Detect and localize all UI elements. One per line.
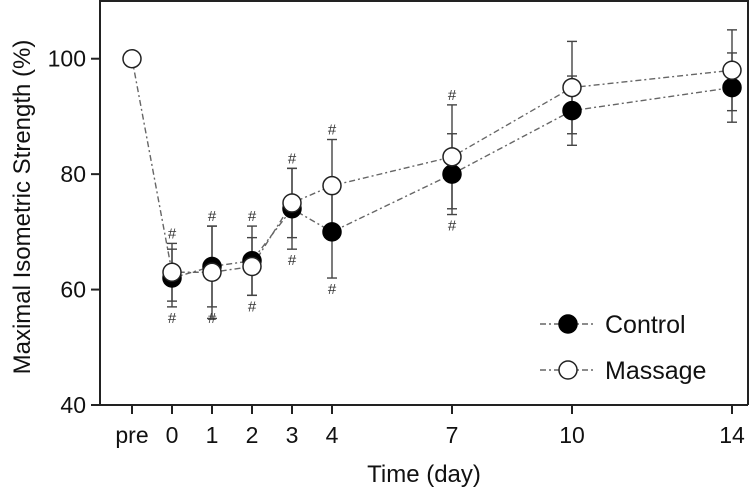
significance-mark-control: # [328,281,337,298]
data-point-massage [442,147,462,167]
significance-mark-control: # [448,218,457,235]
series-line-control [171,86,733,279]
data-point-massage [722,60,742,81]
x-tick-label: 7 [446,422,459,448]
significance-mark-control: # [248,298,257,315]
significance-mark-massage: # [288,150,297,167]
y-tick-label: 60 [60,277,86,303]
series-layer: # # # # # # # # # # # # [122,29,742,327]
x-tick-label: 3 [286,422,299,448]
data-point-control [442,164,462,184]
y-tick-label: 40 [60,392,86,418]
significance-mark-massage: # [248,208,257,225]
data-point-control [562,100,582,121]
data-point-massage [562,77,582,98]
x-tick-label: 4 [326,422,339,448]
data-point-massage [242,256,262,277]
significance-mark-control: # [168,310,177,327]
legend-control-label: Control [605,311,686,339]
y-axis-title: Maximal Isometric Strength (%) [9,40,36,375]
legend: Control Massage [540,311,706,385]
significance-mark-massage: # [328,122,337,139]
legend-control-marker [558,314,578,334]
data-point-control [722,77,742,98]
x-tick-label: 0 [166,422,179,448]
data-point-massage [122,48,142,69]
x-tick-label: pre [115,422,148,448]
legend-massage-marker [558,360,578,380]
y-ticks: 40 60 80 100 [48,46,100,418]
significance-mark-control: # [288,252,297,269]
significance-mark-massage: # [168,225,177,242]
x-tick-label: 10 [559,422,585,448]
y-tick-label: 100 [48,46,86,72]
data-point-massage [202,262,222,283]
legend-massage-label: Massage [605,357,706,385]
x-ticks: pre 0 1 2 3 4 7 10 14 [115,405,745,448]
x-tick-label: 14 [719,422,745,448]
significance-mark-massage: # [208,208,217,225]
data-point-massage [322,175,342,196]
x-axis-title: Time (day) [367,461,481,488]
significance-mark-massage: # [448,87,457,104]
data-point-control [322,222,342,242]
data-point-massage [162,262,182,283]
series-line-massage [131,58,733,273]
significance-mark-control: # [208,310,217,327]
x-tick-label: 2 [246,422,259,448]
y-tick-label: 80 [60,161,86,187]
data-point-massage [282,193,302,213]
x-tick-label: 1 [206,422,219,448]
axes-layer [99,0,749,406]
